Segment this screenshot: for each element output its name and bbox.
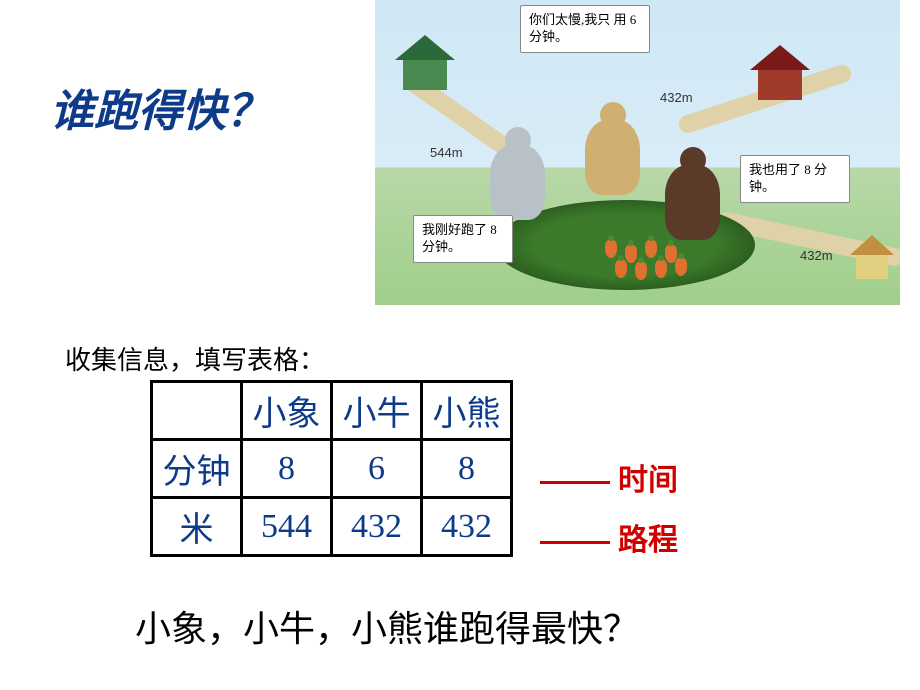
scene-illustration: 你们太慢,我只 用 6 分钟。 我也用了 8 分钟。 我刚好跑了 8 分钟。 5… (375, 0, 900, 305)
header-bear: 小熊 (422, 382, 512, 440)
annotation-time: 时间 (540, 455, 678, 499)
cell-cow-dist: 432 (332, 498, 422, 556)
speech-bear: 我也用了 8 分钟。 (740, 155, 850, 203)
speech-elephant: 我刚好跑了 8 分钟。 (413, 215, 513, 263)
table-header-row: 小象 小牛 小熊 (152, 382, 512, 440)
subheading: 收集信息，填写表格： (65, 340, 325, 377)
cell-bear-dist: 432 (422, 498, 512, 556)
dist-bear: 432m (800, 248, 833, 263)
table-row-time: 分钟 8 6 8 (152, 440, 512, 498)
elephant-figure (490, 145, 545, 220)
cell-bear-time: 8 (422, 440, 512, 498)
cell-elephant-time: 8 (242, 440, 332, 498)
cell-elephant-dist: 544 (242, 498, 332, 556)
cell-cow-time: 6 (332, 440, 422, 498)
question-text: 小象，小牛，小熊谁跑得最快？ (135, 600, 639, 652)
row-label-minutes: 分钟 (152, 440, 242, 498)
house-red (750, 45, 810, 100)
house-yellow (850, 235, 895, 280)
anno-line-icon (540, 541, 610, 544)
anno-distance-text: 路程 (618, 524, 678, 557)
speech-cow: 你们太慢,我只 用 6 分钟。 (520, 5, 650, 53)
annotation-distance: 路程 (540, 515, 678, 559)
row-label-meters: 米 (152, 498, 242, 556)
header-cow: 小牛 (332, 382, 422, 440)
page-title: 谁跑得快？ (50, 75, 270, 139)
data-table: 小象 小牛 小熊 分钟 8 6 8 米 544 432 432 (150, 380, 513, 557)
bear-figure (665, 165, 720, 240)
house-green (395, 35, 455, 90)
data-table-wrap: 小象 小牛 小熊 分钟 8 6 8 米 544 432 432 (150, 380, 513, 557)
dist-elephant: 544m (430, 145, 463, 160)
anno-line-icon (540, 481, 610, 484)
cow-figure (585, 120, 640, 195)
dist-cow: 432m (660, 90, 693, 105)
header-elephant: 小象 (242, 382, 332, 440)
anno-time-text: 时间 (618, 464, 678, 497)
header-blank (152, 382, 242, 440)
table-row-distance: 米 544 432 432 (152, 498, 512, 556)
